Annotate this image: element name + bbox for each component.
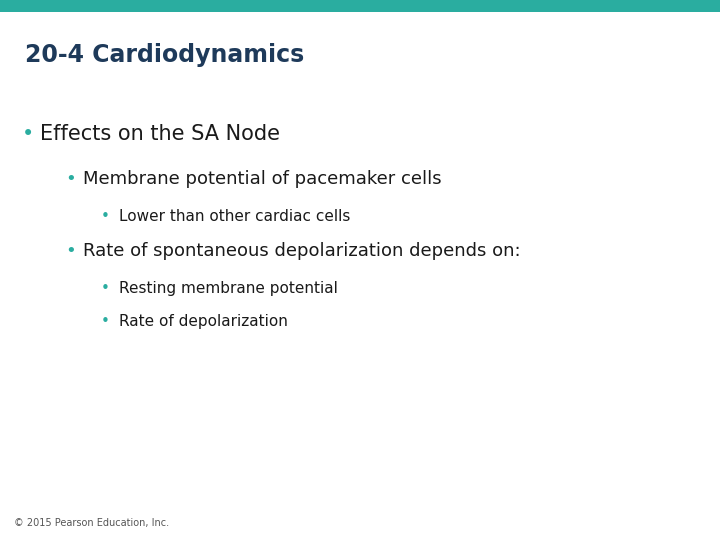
Text: Rate of spontaneous depolarization depends on:: Rate of spontaneous depolarization depen… — [83, 242, 521, 260]
Text: •: • — [101, 209, 109, 224]
Text: Lower than other cardiac cells: Lower than other cardiac cells — [119, 209, 350, 224]
Text: •: • — [65, 242, 76, 260]
Bar — [0, 0, 720, 12]
Text: Effects on the SA Node: Effects on the SA Node — [40, 124, 279, 144]
Text: •: • — [22, 124, 34, 144]
Text: •: • — [101, 281, 109, 296]
Text: 20-4 Cardiodynamics: 20-4 Cardiodynamics — [25, 43, 305, 67]
Text: Rate of depolarization: Rate of depolarization — [119, 314, 288, 329]
Text: Resting membrane potential: Resting membrane potential — [119, 281, 338, 296]
Text: •: • — [65, 170, 76, 188]
Text: •: • — [101, 314, 109, 329]
Text: Membrane potential of pacemaker cells: Membrane potential of pacemaker cells — [83, 170, 441, 188]
Text: © 2015 Pearson Education, Inc.: © 2015 Pearson Education, Inc. — [14, 518, 169, 528]
